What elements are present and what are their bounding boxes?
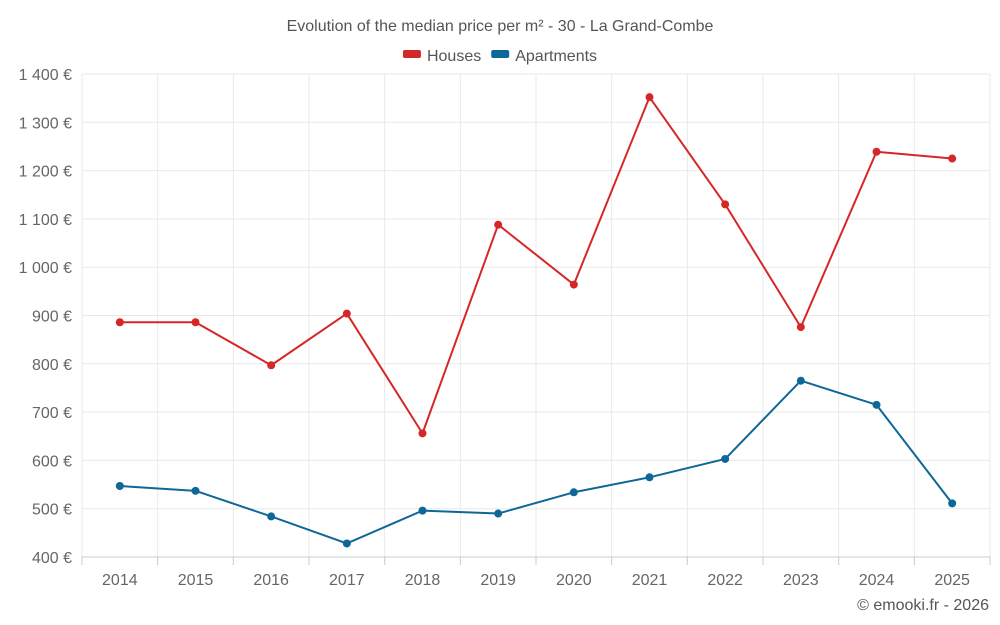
x-tick-label: 2019 <box>480 572 516 589</box>
x-tick-label: 2015 <box>178 572 214 589</box>
x-tick-label: 2020 <box>556 572 592 589</box>
x-tick-label: 2021 <box>632 572 668 589</box>
data-point-apartments[interactable] <box>191 486 200 495</box>
credit-text: © emooki.fr - 2026 <box>857 597 989 614</box>
data-point-houses[interactable] <box>418 429 427 438</box>
y-tick-label: 1 400 € <box>19 67 72 84</box>
series-line-apartments[interactable] <box>119 379 953 545</box>
x-tick-label: 2014 <box>102 572 138 589</box>
legend[interactable]: Houses Apartments <box>402 48 597 65</box>
x-tick-label: 2024 <box>859 572 895 589</box>
x-tick-label: 2017 <box>329 572 365 589</box>
data-point-apartments[interactable] <box>418 506 427 515</box>
data-point-apartments[interactable] <box>948 499 957 508</box>
data-point-houses[interactable] <box>721 200 730 209</box>
data-point-apartments[interactable] <box>494 509 503 518</box>
x-tick-label: 2016 <box>253 572 289 589</box>
y-tick-label: 1 100 € <box>19 212 72 229</box>
y-tick-label: 600 € <box>32 453 72 470</box>
data-point-houses[interactable] <box>948 154 957 163</box>
data-point-houses[interactable] <box>191 318 200 327</box>
data-point-houses[interactable] <box>645 93 654 102</box>
x-tick-label: 2023 <box>783 572 819 589</box>
data-point-apartments[interactable] <box>115 481 124 490</box>
series-layer <box>115 93 957 548</box>
y-tick-label: 700 € <box>32 405 72 422</box>
legend-item-apartments[interactable]: Apartments <box>491 48 597 65</box>
legend-label: Apartments <box>515 48 597 65</box>
x-tick-label: 2018 <box>405 572 441 589</box>
legend-item-houses[interactable]: Houses <box>402 48 481 65</box>
data-point-houses[interactable] <box>342 309 351 318</box>
y-tick-label: 1 200 € <box>19 164 72 181</box>
y-tick-label: 500 € <box>32 502 72 519</box>
data-point-apartments[interactable] <box>342 539 351 548</box>
y-tick-label: 1 000 € <box>19 260 72 277</box>
legend-label: Houses <box>427 48 481 65</box>
y-tick-label: 800 € <box>32 357 72 374</box>
grid <box>81 73 991 557</box>
data-point-houses[interactable] <box>569 280 578 289</box>
data-point-houses[interactable] <box>115 318 124 327</box>
axes: 400 € 500 € 600 € 700 € 800 € 900 € 1 000 € 1 1… <box>19 67 991 589</box>
data-point-houses[interactable] <box>796 323 805 332</box>
data-point-apartments[interactable] <box>645 473 654 482</box>
data-point-apartments[interactable] <box>721 454 730 463</box>
series-line-houses[interactable] <box>119 96 953 435</box>
y-tick-label: 400 € <box>32 550 72 567</box>
data-point-apartments[interactable] <box>569 488 578 497</box>
y-tick-label: 1 300 € <box>19 115 72 132</box>
data-point-houses[interactable] <box>267 361 276 370</box>
legend-swatch <box>491 50 510 58</box>
data-point-apartments[interactable] <box>796 376 805 385</box>
legend-swatch <box>402 50 421 58</box>
data-point-houses[interactable] <box>494 220 503 229</box>
data-point-houses[interactable] <box>872 147 881 156</box>
x-tick-label: 2025 <box>934 572 970 589</box>
data-point-apartments[interactable] <box>267 512 276 521</box>
chart-title: Evolution of the median price per m² - 3… <box>287 18 714 35</box>
x-tick-label: 2022 <box>707 572 743 589</box>
data-point-apartments[interactable] <box>872 400 881 409</box>
y-tick-label: 900 € <box>32 309 72 326</box>
